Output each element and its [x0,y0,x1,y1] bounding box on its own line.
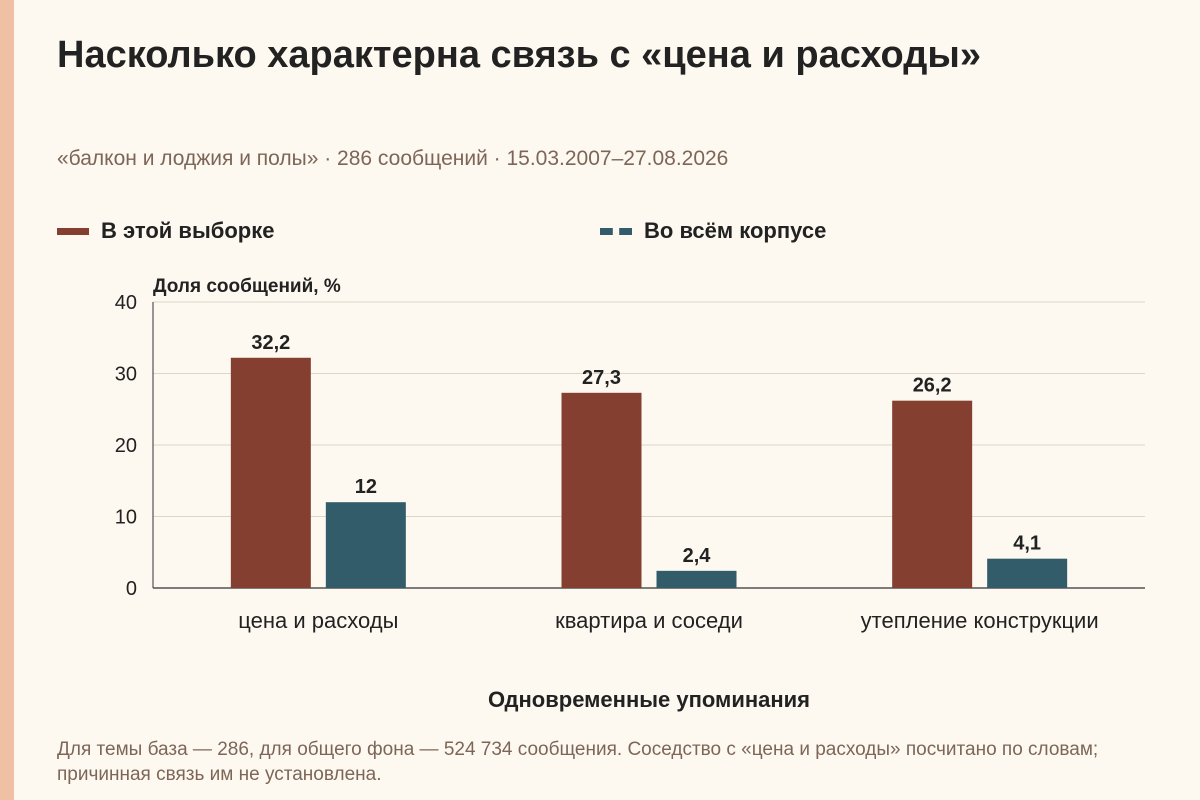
bar-value-label: 27,3 [582,367,621,389]
x-tick-label: утепление конструкции [861,608,1099,633]
accent-bar [0,0,14,800]
x-tick-label: цена и расходы [238,608,398,633]
y-tick-label: 30 [115,364,137,386]
bar-value-label: 12 [355,476,377,498]
legend-swatch-corpus [600,227,632,235]
y-tick-label: 20 [115,435,137,457]
bar-value-label: 32,2 [251,332,290,354]
legend-item-corpus: Во всём корпусе [600,218,826,244]
bar-value-label: 4,1 [1013,533,1041,555]
bar-value-label: 26,2 [913,375,952,397]
legend-label-corpus: Во всём корпусе [644,218,827,243]
footnote: Для темы база — 286, для общего фона — 5… [57,739,1099,785]
y-tick-label: 40 [115,292,137,314]
bar-corpus [987,558,1068,588]
y-axis-label: Доля сообщений, % [153,276,341,297]
bar-corpus [325,502,406,588]
chart-subtitle: «балкон и лоджия и полы» · 286 сообщений… [57,147,729,170]
legend-swatch-sample [57,227,89,235]
bar-sample [892,400,973,588]
legend-label-sample: В этой выборке [101,218,275,243]
bar-value-label: 2,4 [683,545,712,567]
bar-corpus [656,570,737,588]
legend-item-sample: В этой выборке [57,218,274,244]
x-tick-label: квартира и соседи [555,608,743,633]
bar-sample [561,392,642,588]
y-tick-label: 10 [115,507,137,529]
y-tick-label: 0 [126,578,137,600]
x-axis-label: Одновременные упоминания [488,687,810,712]
bar-sample [230,357,311,588]
chart-title: Насколько характерна связь с «цена и рас… [57,34,981,76]
